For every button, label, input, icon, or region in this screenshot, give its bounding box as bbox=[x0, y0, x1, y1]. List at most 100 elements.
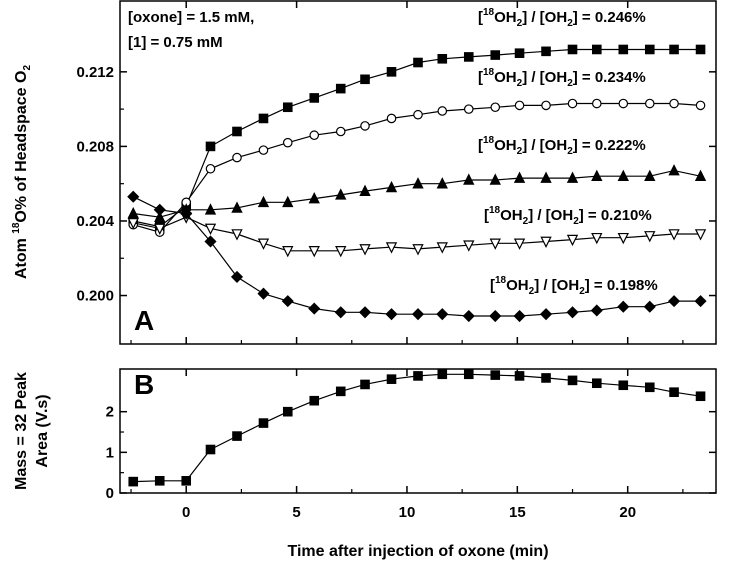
panel-a-series-4-point bbox=[127, 190, 140, 203]
panel-a-series-3-point bbox=[154, 223, 166, 235]
panel-a-series-0-point bbox=[282, 102, 293, 113]
panel-a-series-2-point bbox=[540, 171, 552, 183]
panel-a-series-1-point bbox=[258, 145, 269, 155]
panel-b-xtick-label: 15 bbox=[509, 504, 526, 521]
panel-a-series-3-label: [18OH2] / [OH2] = 0.210% bbox=[484, 205, 652, 227]
panel-b-xtick-label: 20 bbox=[619, 504, 636, 521]
panel-a-series-1-point bbox=[514, 100, 525, 111]
panel-a-series-1-point bbox=[644, 98, 655, 109]
panel-a-series-0-point bbox=[514, 48, 525, 58]
panel-b-series-0-point bbox=[490, 370, 501, 380]
panel-a-series-4-label: [18OH2] / [OH2] = 0.198% bbox=[490, 275, 658, 297]
panel-a-ytick-label: 0.200 bbox=[76, 288, 114, 305]
panel-a-series-1-point bbox=[463, 104, 474, 114]
panel-b-series-0-point bbox=[591, 378, 602, 389]
panel-a-series-1-point bbox=[413, 109, 423, 120]
panel-a-series-2-point bbox=[412, 177, 424, 189]
panel-a-series-1-point bbox=[282, 137, 293, 148]
panel-a-series-2-point bbox=[463, 173, 475, 185]
panel-a-series-0-point bbox=[232, 126, 242, 137]
panel-a-series-2-point bbox=[617, 169, 629, 182]
panel-a-series-4-point bbox=[462, 309, 475, 323]
panel-a-series-3-point bbox=[617, 232, 629, 245]
conditions-catalyst: [1] = 0.75 mM bbox=[128, 34, 223, 51]
panel-a-series-2-label: [18OH2] / [OH2] = 0.222% bbox=[478, 135, 646, 157]
panel-b-series-0-point bbox=[232, 431, 242, 441]
panel-b-series-0-point bbox=[386, 374, 397, 384]
panel-a-ticks: 0.200 0.204 0.208 0.212 bbox=[76, 1, 716, 344]
panel-a-series-4-point bbox=[411, 308, 425, 321]
panel-b-series bbox=[128, 369, 706, 487]
panel-a-series-1-point bbox=[232, 152, 242, 163]
panel-a-series-1-point bbox=[360, 121, 370, 131]
panel-a-series-4-point bbox=[180, 207, 193, 220]
panel-a-series-2-point bbox=[257, 195, 270, 208]
panel-b-ytick-label: 2 bbox=[106, 404, 114, 421]
panel-a-series-0-point bbox=[541, 46, 551, 57]
panel-a-series-1-point bbox=[591, 98, 602, 109]
panel-a-series-3-point bbox=[463, 240, 475, 252]
panel-a-ylabel: Atom 18O% of Headspace O2 bbox=[11, 65, 33, 280]
panel-b-series-0-point bbox=[695, 391, 706, 402]
panel-a-series-0-point bbox=[205, 141, 216, 152]
panel-a-series-4-point bbox=[643, 300, 656, 313]
panel-b-ylabel-line1: Mass = 32 Peak bbox=[13, 372, 30, 490]
panel-a-series-4-point bbox=[668, 295, 681, 308]
panel-a-series-1-point bbox=[437, 106, 448, 116]
panel-b-ytick-label: 1 bbox=[106, 444, 114, 461]
panel-a-series-3-point bbox=[591, 232, 603, 245]
panel-a-series-labels: [18OH2] / [OH2] = 0.246% [18OH2] / [OH2] … bbox=[478, 7, 658, 297]
panel-a-series-1-point bbox=[490, 102, 501, 113]
panel-b-series-0-point bbox=[205, 444, 216, 455]
panel-b-series-0-point bbox=[335, 386, 346, 397]
panel-a-series-1-point bbox=[309, 130, 320, 141]
panel-a-ytick-label: 0.204 bbox=[76, 213, 114, 230]
panel-a-series-1-point bbox=[695, 100, 706, 111]
panel-a-series-0-point bbox=[669, 44, 679, 55]
panel-b-series-0-point bbox=[463, 369, 474, 380]
panel-a-series-3-point bbox=[308, 245, 320, 258]
panel-a-series-3-point bbox=[436, 242, 448, 254]
panel-a-series-0-point bbox=[258, 113, 269, 124]
panel-a-series-4-point bbox=[204, 235, 217, 248]
panel-a-series-4-point bbox=[513, 309, 526, 323]
panel-a-series-0-point bbox=[644, 44, 655, 55]
panel-a-series-1-label: [18OH2] / [OH2] = 0.234% bbox=[478, 67, 646, 89]
panel-b-xtick-label: 0 bbox=[182, 504, 190, 521]
panel-b-ylabel-line2: Area (V.s) bbox=[34, 394, 51, 467]
panel-a-series-1-point bbox=[335, 126, 346, 137]
panel-a-series-3-point bbox=[359, 244, 371, 256]
panel-a-series-4-point bbox=[334, 306, 347, 319]
panel-b-xtick-label: 10 bbox=[399, 504, 416, 521]
panel-a-series-2-point bbox=[154, 210, 166, 223]
panel-a-series-3-point bbox=[335, 245, 347, 258]
panel-b-series-0-point bbox=[514, 371, 525, 381]
panel-a-series-2-point bbox=[668, 164, 680, 176]
panel-a-series-0-point bbox=[413, 57, 423, 68]
panel-a-series-3-point bbox=[127, 218, 139, 230]
panel-a-series-4-point bbox=[617, 300, 630, 313]
panel-a-series-2-point bbox=[204, 203, 217, 215]
panel-a-series-0-point bbox=[335, 83, 346, 94]
panel-b-series-0-point bbox=[567, 375, 578, 386]
panel-a-series-1-point bbox=[618, 98, 629, 109]
panel-a-series-4-point bbox=[694, 295, 707, 308]
panel-b-ytick-label: 0 bbox=[106, 485, 114, 502]
panel-a-series-4-point bbox=[308, 302, 321, 315]
panel-b-series-0-point bbox=[413, 371, 423, 381]
panel-a-series-2-point bbox=[489, 173, 501, 185]
panel-a-series-2-point bbox=[566, 171, 579, 183]
x-axis-label: Time after injection of oxone (min) bbox=[287, 543, 548, 560]
conditions-oxone: [oxone] = 1.5 mM, bbox=[128, 9, 254, 26]
panel-a-series-4-point bbox=[489, 309, 502, 323]
panel-a-ytick-label: 0.208 bbox=[76, 138, 114, 155]
panel-b-ticks: 0 5 10 15 20 0 1 2 bbox=[106, 369, 716, 521]
panel-a-series-4-point bbox=[281, 295, 294, 308]
panel-a-series-3-point bbox=[385, 242, 398, 254]
panel-b-series-0-point bbox=[437, 369, 448, 380]
panel-b-xtick-label: 5 bbox=[292, 504, 300, 521]
panel-a-series-2-point bbox=[335, 188, 347, 200]
panel-a-series-2-point bbox=[231, 201, 243, 213]
